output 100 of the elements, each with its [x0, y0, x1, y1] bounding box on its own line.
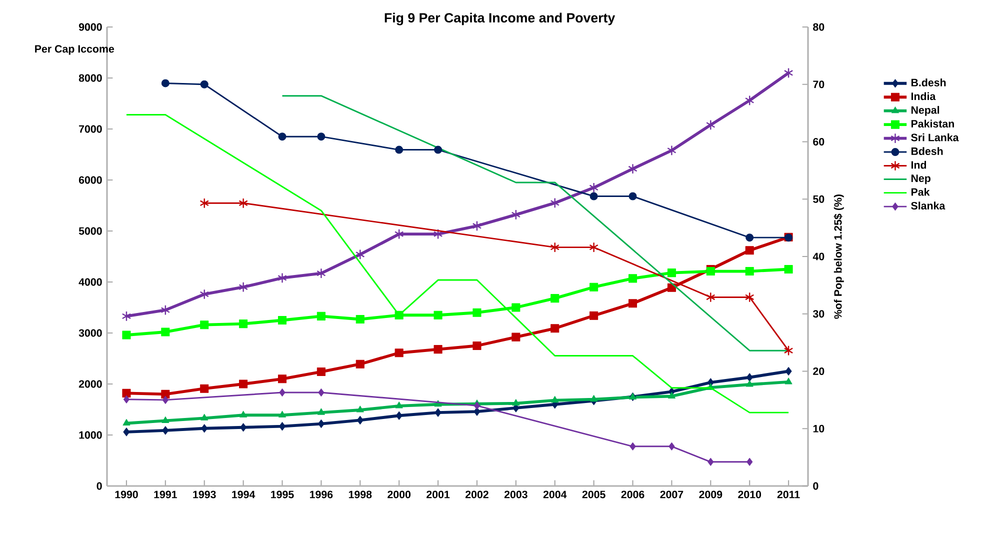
y-tick-label: 1000 [79, 431, 102, 439]
y-axis-title: Per Cap Iccome [35, 45, 114, 55]
x-tick-label: 2003 [504, 490, 528, 498]
point [200, 80, 208, 88]
point [200, 414, 208, 420]
x-tick-label: 2009 [699, 490, 722, 498]
point [395, 402, 403, 408]
point [434, 310, 442, 320]
point [201, 424, 208, 433]
point [628, 274, 638, 283]
point [668, 442, 675, 450]
x-tick-label: 1991 [154, 490, 177, 498]
point [122, 310, 132, 322]
x-tick-label: 1994 [232, 490, 256, 498]
y2-tick-label: 10 [813, 424, 824, 432]
legend-label: Nepal [911, 106, 940, 116]
point [590, 311, 598, 320]
point [512, 332, 520, 342]
point [434, 146, 442, 154]
point [550, 294, 560, 303]
point [589, 182, 598, 193]
point [474, 402, 480, 410]
point [239, 380, 248, 388]
point [396, 411, 402, 420]
point [316, 268, 326, 279]
point [278, 272, 287, 284]
point [356, 360, 364, 368]
legend-label: Slanka [911, 202, 946, 210]
legend-label: Bdesh [911, 147, 943, 155]
point [161, 79, 170, 88]
point [745, 246, 754, 255]
point [278, 132, 286, 141]
point [123, 395, 130, 404]
point [551, 396, 559, 403]
point [590, 395, 598, 402]
legend-label: Sri Lanka [911, 133, 959, 142]
y2-tick-label: 40 [812, 252, 824, 260]
point [667, 145, 676, 156]
y2-tick-label: 70 [813, 80, 824, 88]
point [317, 408, 325, 415]
y-tick-label: 6000 [78, 176, 102, 184]
point [785, 366, 792, 376]
point [472, 341, 482, 350]
y-tick-label: 8000 [78, 74, 102, 82]
point [278, 374, 287, 384]
legend-label: B.desh [911, 78, 946, 86]
x-tick-label: 2002 [465, 490, 488, 498]
x-tick-label: 1993 [193, 490, 216, 498]
point [318, 388, 324, 396]
point [433, 228, 443, 240]
y-tick-label: 2000 [78, 380, 102, 388]
point [356, 406, 364, 412]
point [316, 367, 326, 376]
point [200, 288, 210, 300]
y-tick-label: 4000 [78, 278, 102, 286]
point [746, 458, 753, 466]
point [668, 392, 676, 399]
point [240, 410, 248, 418]
point [278, 316, 287, 325]
point [123, 428, 130, 436]
point [784, 264, 793, 274]
point [628, 192, 637, 200]
point [160, 304, 170, 316]
x-tick-label: 1998 [348, 490, 372, 498]
point [122, 330, 131, 340]
point [161, 390, 170, 398]
point [745, 267, 754, 276]
legend-label: Ind [911, 160, 926, 169]
x-tick-label: 2010 [738, 490, 762, 498]
point [161, 328, 170, 336]
point [162, 426, 169, 435]
y-tick-label: 0 [96, 482, 102, 490]
x-tick-label: 2000 [388, 490, 411, 498]
point [162, 396, 168, 404]
point [122, 388, 131, 398]
x-tick-label: 1990 [115, 490, 138, 498]
y2-tick-label: 60 [813, 138, 824, 146]
point [628, 164, 638, 174]
point [356, 249, 365, 260]
point [706, 267, 715, 276]
x-tick-label: 1996 [310, 490, 333, 498]
point [706, 292, 716, 303]
point [474, 407, 480, 416]
point [550, 198, 560, 208]
chart-title: Fig 9 Per Capita Income and Poverty [384, 12, 616, 26]
x-tick-label: 2007 [660, 490, 684, 498]
point [278, 410, 286, 418]
y-tick-label: 3000 [78, 329, 102, 337]
point [278, 422, 286, 431]
y-tick-label: 7000 [79, 125, 102, 133]
x-tick-label: 2006 [621, 490, 644, 498]
legend-label: Pak [911, 188, 930, 196]
point [200, 320, 209, 330]
point [784, 68, 794, 78]
y-tick-label: 5000 [78, 227, 102, 235]
point [628, 299, 638, 308]
point [356, 416, 364, 424]
point [784, 345, 794, 356]
point [239, 320, 248, 328]
point [200, 198, 210, 208]
